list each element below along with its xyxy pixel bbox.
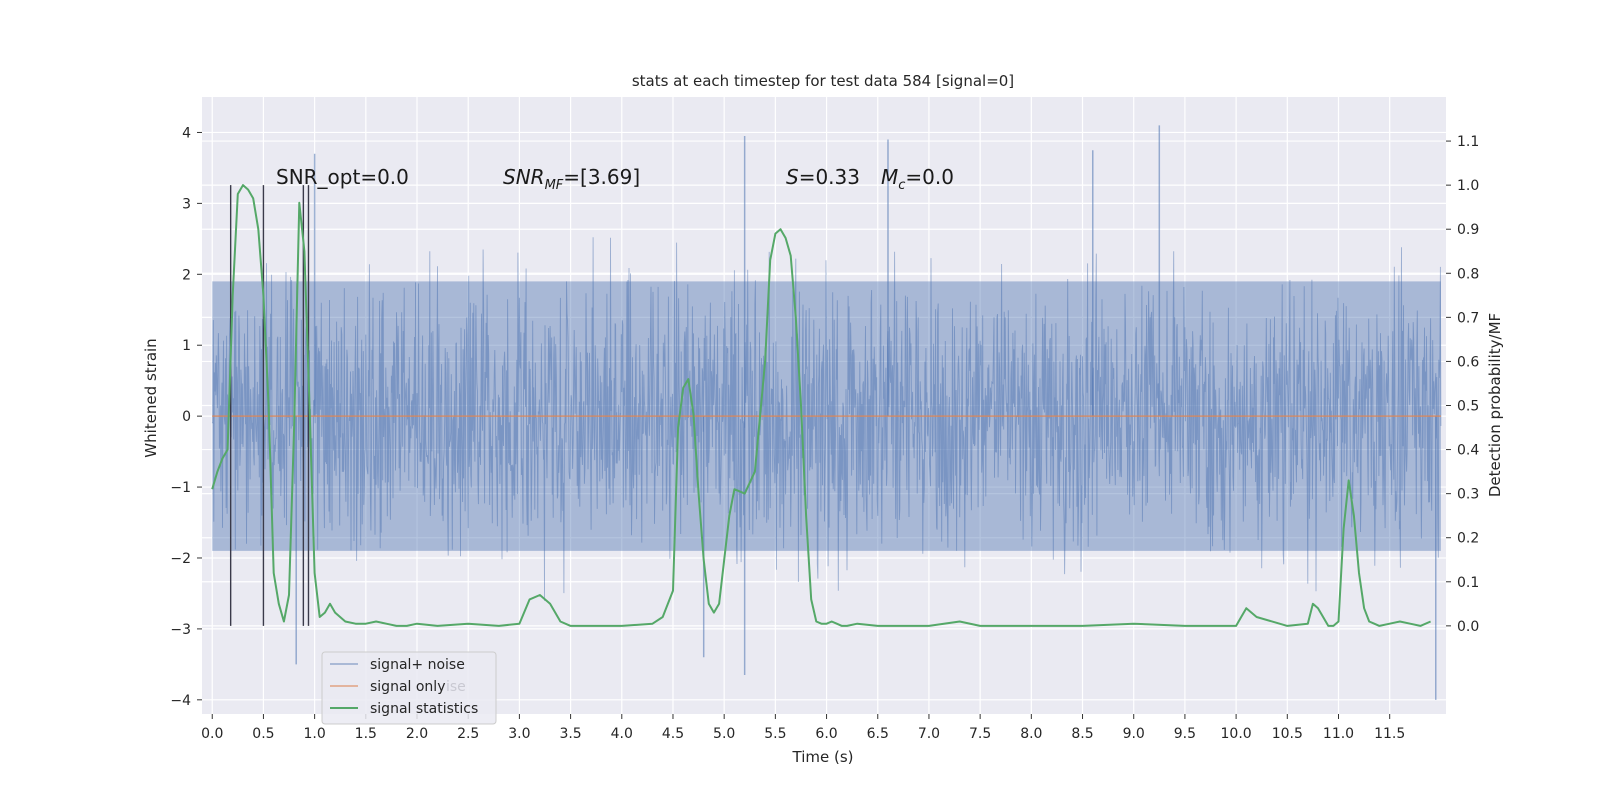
x-tick-label: 7.0 bbox=[918, 726, 940, 742]
x-tick-label: 8.0 bbox=[1020, 726, 1042, 742]
legend-box bbox=[321, 651, 497, 725]
annotation-snr-mf: SNRMF=[3.69] bbox=[503, 165, 640, 193]
x-axis-label: Time (s) bbox=[792, 748, 854, 766]
y-axis-right-label: Detection probability/MF bbox=[1486, 313, 1504, 497]
x-tick-label: 2.0 bbox=[406, 726, 428, 742]
x-tick-label: 11.5 bbox=[1374, 726, 1405, 742]
annotation-snr-mf-subscript: MF bbox=[545, 178, 564, 193]
annotation-s-value: =0.33 bbox=[799, 165, 860, 189]
annotation-mc-subscript: c bbox=[898, 178, 905, 193]
y-right-tick-label: 1.0 bbox=[1457, 178, 1479, 194]
x-tick-label: 6.5 bbox=[867, 726, 889, 742]
y-left-tick-label: −4 bbox=[170, 693, 191, 709]
noise-trace bbox=[211, 237, 1442, 601]
annotation-mc: Mc=0.0 bbox=[881, 165, 954, 193]
y-right-tick-label: 0.4 bbox=[1457, 443, 1479, 459]
y-right-tick-label: 0.3 bbox=[1457, 487, 1479, 503]
annotation-snr-opt: SNR_opt=0.0 bbox=[276, 165, 409, 189]
x-tick-label: 0.5 bbox=[252, 726, 274, 742]
legend-ghost-text: ise bbox=[446, 679, 466, 695]
x-tick-label: 3.0 bbox=[508, 726, 530, 742]
x-tick-label: 1.5 bbox=[355, 726, 377, 742]
x-tick-label: 11.0 bbox=[1323, 726, 1354, 742]
axis-ticks: 0.0 0.5 1.0 1.5 2.0 2.5 3.0 3.5 4.0 4.5 5.0 5.5 6.0 6… bbox=[170, 125, 1479, 742]
annotation-s-symbol: S bbox=[786, 165, 799, 189]
x-tick-label: 0.0 bbox=[201, 726, 223, 742]
x-tick-label: 3.5 bbox=[559, 726, 581, 742]
y-right-tick-label: 0.0 bbox=[1457, 619, 1479, 635]
x-tick-label: 1.0 bbox=[303, 726, 325, 742]
x-tick-label: 10.5 bbox=[1272, 726, 1303, 742]
annotation-snr-mf-value: =[3.69] bbox=[563, 165, 640, 189]
y-left-tick-label: 0 bbox=[182, 409, 191, 425]
y-left-tick-label: 2 bbox=[182, 267, 191, 283]
legend: signal+ noise ise signal only signal sta… bbox=[321, 651, 497, 725]
x-tick-label: 6.0 bbox=[815, 726, 837, 742]
legend-label-signal-only: signal only bbox=[370, 679, 445, 695]
vertical-markers bbox=[229, 185, 310, 626]
y-axis-left-label: Whitened strain bbox=[142, 338, 160, 457]
y-left-tick-label: −3 bbox=[170, 622, 191, 638]
x-tick-label: 2.5 bbox=[457, 726, 479, 742]
y-right-tick-label: 0.5 bbox=[1457, 399, 1479, 415]
y-right-tick-label: 0.9 bbox=[1457, 222, 1479, 238]
y-left-tick-label: −1 bbox=[170, 480, 191, 496]
chart-title: stats at each timestep for test data 584… bbox=[632, 72, 1014, 90]
y-left-tick-label: 1 bbox=[182, 338, 191, 354]
x-tick-label: 8.5 bbox=[1071, 726, 1093, 742]
annotation-s: S=0.33 bbox=[786, 165, 860, 189]
annotation-snr-mf-symbol: SNR bbox=[503, 165, 545, 189]
y-right-tick-label: 1.1 bbox=[1457, 134, 1479, 150]
x-tick-label: 5.5 bbox=[764, 726, 786, 742]
y-left-tick-label: −2 bbox=[170, 551, 191, 567]
annotation-mc-value: =0.0 bbox=[905, 165, 954, 189]
series-signal-statistics bbox=[211, 184, 1431, 627]
y-left-tick-label: 3 bbox=[182, 196, 191, 212]
x-tick-label: 9.5 bbox=[1174, 726, 1196, 742]
legend-label-signal-statistics: signal statistics bbox=[370, 701, 478, 717]
x-tick-label: 7.5 bbox=[969, 726, 991, 742]
y-right-tick-label: 0.1 bbox=[1457, 575, 1479, 591]
x-tick-label: 4.5 bbox=[662, 726, 684, 742]
x-tick-label: 5.0 bbox=[713, 726, 735, 742]
y-right-tick-label: 0.8 bbox=[1457, 266, 1479, 282]
legend-label-signal-noise: signal+ noise bbox=[370, 657, 465, 673]
y-right-tick-label: 0.7 bbox=[1457, 310, 1479, 326]
annotation-mc-symbol: M bbox=[881, 165, 898, 189]
statistics-line bbox=[211, 184, 1431, 627]
x-tick-label: 10.0 bbox=[1221, 726, 1252, 742]
x-tick-label: 9.0 bbox=[1123, 726, 1145, 742]
y-right-tick-label: 0.6 bbox=[1457, 354, 1479, 370]
y-right-tick-label: 0.2 bbox=[1457, 531, 1479, 547]
x-tick-label: 4.0 bbox=[611, 726, 633, 742]
y-left-tick-label: 4 bbox=[182, 125, 191, 141]
